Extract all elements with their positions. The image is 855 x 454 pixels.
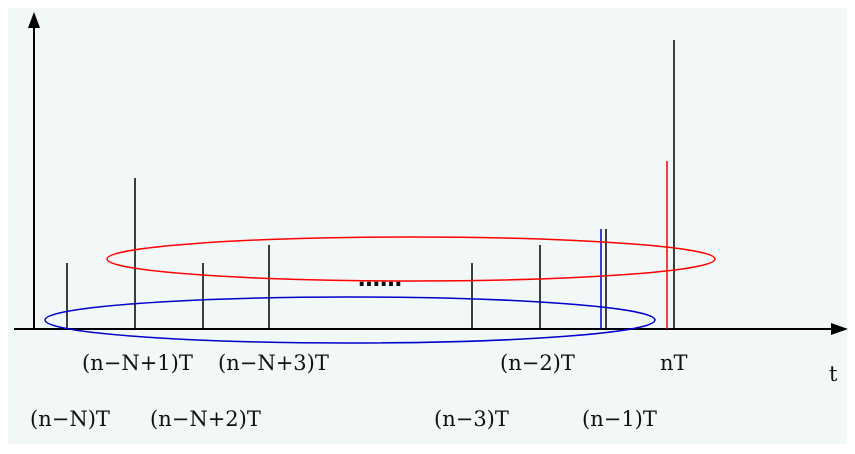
diagram-background [8,8,847,444]
ellipsis-dots: …… [358,267,402,292]
label-n-minus-N-plus-2: (n−N+2)T [150,407,261,431]
time-axis-label: t [829,362,838,386]
label-n: nT [660,351,688,375]
label-n-minus-N: (n−N)T [30,407,110,431]
vertical-axis-arrowhead [28,12,40,28]
label-n-minus-3: (n−3)T [434,407,509,431]
blue-window-ellipse [44,296,656,344]
label-n-minus-N-plus-3: (n−N+3)T [218,351,329,375]
label-n-minus-N-plus-1: (n−N+1)T [82,351,193,375]
label-n-minus-2: (n−2)T [500,351,575,375]
time-axis-arrowhead [831,323,848,335]
red-window-ellipse [106,236,716,282]
label-n-minus-1: (n−1)T [582,407,657,431]
